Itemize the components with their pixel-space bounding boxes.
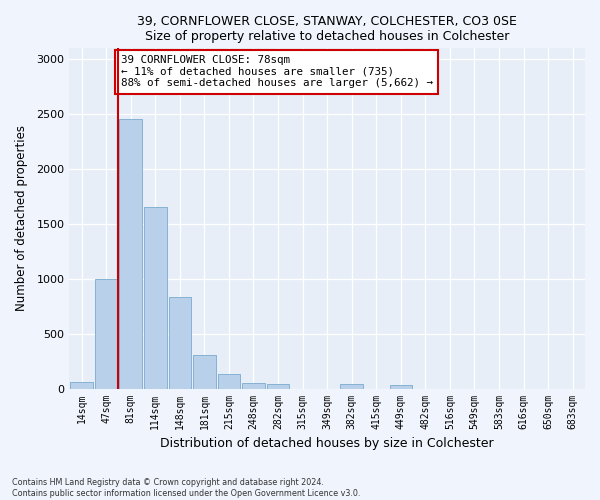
Bar	[95, 279, 118, 388]
Bar	[169, 298, 191, 388]
X-axis label: Distribution of detached houses by size in Colchester: Distribution of detached houses by size …	[160, 437, 494, 450]
Text: Contains HM Land Registry data © Crown copyright and database right 2024.
Contai: Contains HM Land Registry data © Crown c…	[12, 478, 361, 498]
Y-axis label: Number of detached properties: Number of detached properties	[15, 126, 28, 312]
Bar	[267, 384, 289, 388]
Bar	[340, 384, 363, 388]
Text: 39 CORNFLOWER CLOSE: 78sqm
← 11% of detached houses are smaller (735)
88% of sem: 39 CORNFLOWER CLOSE: 78sqm ← 11% of deta…	[121, 55, 433, 88]
Bar	[218, 374, 240, 388]
Bar	[144, 208, 167, 388]
Bar	[193, 355, 215, 388]
Bar	[242, 382, 265, 388]
Bar	[389, 386, 412, 388]
Bar	[119, 118, 142, 388]
Bar	[70, 382, 93, 388]
Title: 39, CORNFLOWER CLOSE, STANWAY, COLCHESTER, CO3 0SE
Size of property relative to : 39, CORNFLOWER CLOSE, STANWAY, COLCHESTE…	[137, 15, 517, 43]
